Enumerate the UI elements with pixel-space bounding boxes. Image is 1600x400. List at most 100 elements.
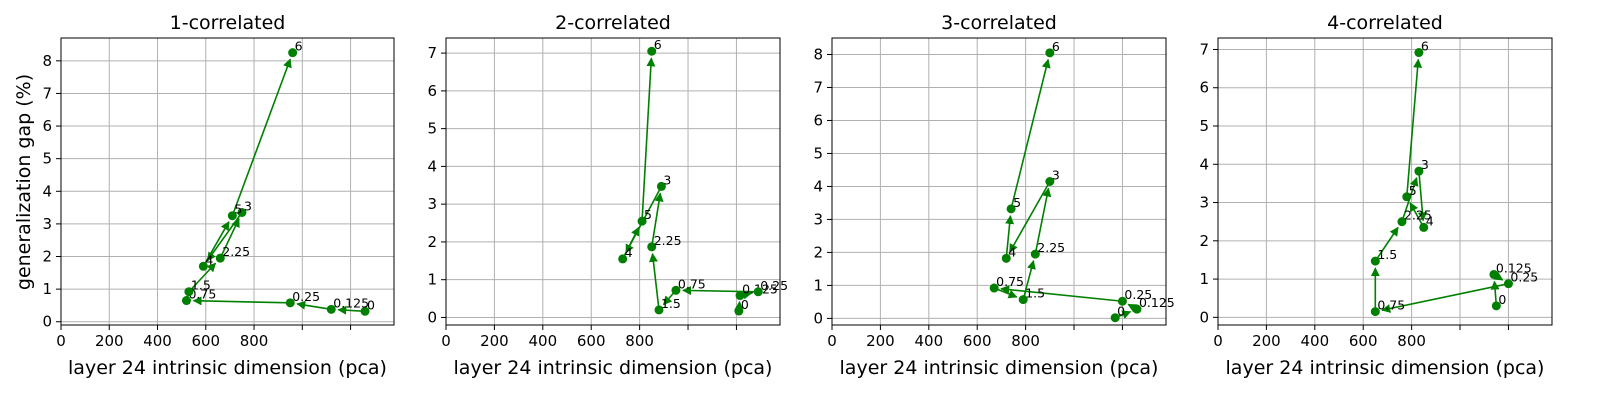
x-axis-label: layer 24 intrinsic dimension (pca) bbox=[1226, 357, 1545, 379]
y-tick-label: 4 bbox=[42, 182, 52, 200]
panel-title: 1-correlated bbox=[170, 12, 286, 34]
y-tick-label: 3 bbox=[813, 210, 823, 228]
y-tick-label: 0 bbox=[427, 308, 437, 326]
data-point bbox=[1117, 296, 1127, 306]
data-point-label: 2.25 bbox=[222, 244, 250, 259]
data-point bbox=[288, 48, 298, 58]
data-point bbox=[1402, 192, 1412, 202]
data-point-label: 1.5 bbox=[191, 278, 211, 293]
data-point bbox=[184, 287, 194, 297]
x-axis-label: layer 24 intrinsic dimension (pca) bbox=[68, 357, 387, 379]
panel-title: 4-correlated bbox=[1327, 12, 1443, 34]
x-tick-label: 800 bbox=[625, 332, 654, 350]
data-point bbox=[227, 211, 237, 221]
data-point bbox=[1006, 204, 1016, 214]
series-segment bbox=[192, 296, 291, 306]
data-point-label: 4 bbox=[1426, 213, 1434, 228]
x-tick-label: 600 bbox=[577, 332, 606, 350]
y-tick-label: 2 bbox=[813, 243, 823, 261]
y-tick-label: 6 bbox=[427, 82, 437, 100]
x-tick-label: 800 bbox=[1397, 332, 1426, 350]
data-point-label: 3 bbox=[1421, 157, 1429, 172]
chart-panel-4: 0 200 400 600 8000123456700.1250.250.751.52.… bbox=[1199, 12, 1553, 379]
series-segment bbox=[650, 192, 664, 247]
data-point-label: 0.25 bbox=[1510, 270, 1538, 285]
y-tick-label: 4 bbox=[813, 177, 823, 195]
series-segment bbox=[231, 58, 292, 217]
data-point bbox=[215, 253, 225, 263]
y-tick-label: 0 bbox=[813, 309, 823, 327]
data-point-label: 6 bbox=[1052, 39, 1060, 54]
data-point bbox=[1110, 313, 1120, 323]
data-point bbox=[735, 291, 745, 301]
series-segment bbox=[1005, 214, 1015, 259]
data-point bbox=[647, 242, 657, 252]
series-segment bbox=[648, 252, 660, 310]
x-tick-label: 200 bbox=[866, 332, 895, 350]
x-tick-label: 0 bbox=[827, 332, 837, 350]
data-point-label: 0.75 bbox=[1377, 298, 1405, 313]
data-point bbox=[1030, 249, 1040, 259]
x-tick-label: 600 bbox=[1349, 332, 1378, 350]
x-tick-label: 400 bbox=[143, 332, 172, 350]
y-tick-label: 7 bbox=[42, 84, 52, 102]
data-point-label: 0.75 bbox=[188, 287, 216, 302]
data-point-label: 5 bbox=[1013, 195, 1021, 210]
y-tick-label: 2 bbox=[42, 248, 52, 266]
series-segment bbox=[1409, 202, 1425, 228]
plot-frame bbox=[831, 37, 1167, 326]
data-point-label: 2.25 bbox=[1037, 240, 1065, 255]
series-segment bbox=[1374, 226, 1399, 262]
y-tick-label: 2 bbox=[1199, 232, 1209, 250]
x-tick-label: 200 bbox=[1252, 332, 1281, 350]
data-point bbox=[989, 283, 999, 293]
y-tick-label: 3 bbox=[427, 195, 437, 213]
data-point bbox=[1001, 253, 1011, 263]
y-axis-label: generalization gap (%) bbox=[13, 74, 35, 290]
data-point-label: 0.125 bbox=[1496, 260, 1532, 275]
y-tick-label: 1 bbox=[42, 280, 52, 298]
y-tick-label: 3 bbox=[42, 215, 52, 233]
data-point-label: 0.75 bbox=[678, 276, 706, 291]
y-tick-label: 6 bbox=[813, 111, 823, 129]
data-point bbox=[656, 181, 666, 191]
data-point-label: 3 bbox=[663, 172, 671, 187]
series-segment bbox=[206, 212, 243, 262]
chart-panel-3: 0 200 400 600 80001234567800.1250.250.751.52… bbox=[813, 12, 1174, 379]
x-tick-label: 0 bbox=[1213, 332, 1223, 350]
data-point-label: 5 bbox=[644, 207, 652, 222]
data-point-label: 6 bbox=[295, 39, 303, 54]
series-segment bbox=[1010, 58, 1051, 210]
data-point-label: 0 bbox=[1117, 304, 1125, 319]
y-tick-label: 1 bbox=[427, 271, 437, 289]
series-segment bbox=[641, 57, 656, 222]
data-point bbox=[1045, 177, 1055, 186]
data-point-label: 4 bbox=[205, 252, 213, 267]
y-tick-label: 7 bbox=[1199, 40, 1209, 58]
x-tick-label: 0 bbox=[441, 332, 451, 350]
chart-panel-1: 0 200 400 600 80001234567800.1250.250.751.52… bbox=[42, 12, 395, 379]
data-point-label: 3 bbox=[244, 198, 252, 213]
data-point bbox=[1132, 304, 1142, 314]
y-tick-label: 5 bbox=[42, 150, 52, 168]
data-point bbox=[647, 46, 657, 56]
data-point bbox=[671, 285, 681, 295]
data-point bbox=[654, 305, 664, 315]
x-axis-label: layer 24 intrinsic dimension (pca) bbox=[454, 357, 773, 379]
data-point bbox=[1489, 269, 1499, 279]
y-tick-label: 0 bbox=[1199, 308, 1209, 326]
x-axis-label: layer 24 intrinsic dimension (pca) bbox=[840, 357, 1159, 379]
x-tick-label: 200 bbox=[95, 332, 124, 350]
series-segment bbox=[202, 221, 230, 267]
y-tick-label: 7 bbox=[813, 78, 823, 96]
x-tick-label: 600 bbox=[191, 332, 220, 350]
data-point bbox=[1370, 256, 1380, 266]
y-tick-label: 6 bbox=[1199, 79, 1209, 97]
data-point-label: 3 bbox=[1052, 168, 1060, 183]
data-point bbox=[181, 296, 191, 306]
data-point-label: 0.75 bbox=[996, 274, 1024, 289]
data-point bbox=[1397, 217, 1407, 227]
data-point bbox=[1045, 48, 1055, 58]
series-segment bbox=[1034, 187, 1052, 255]
x-tick-label: 800 bbox=[1011, 332, 1040, 350]
